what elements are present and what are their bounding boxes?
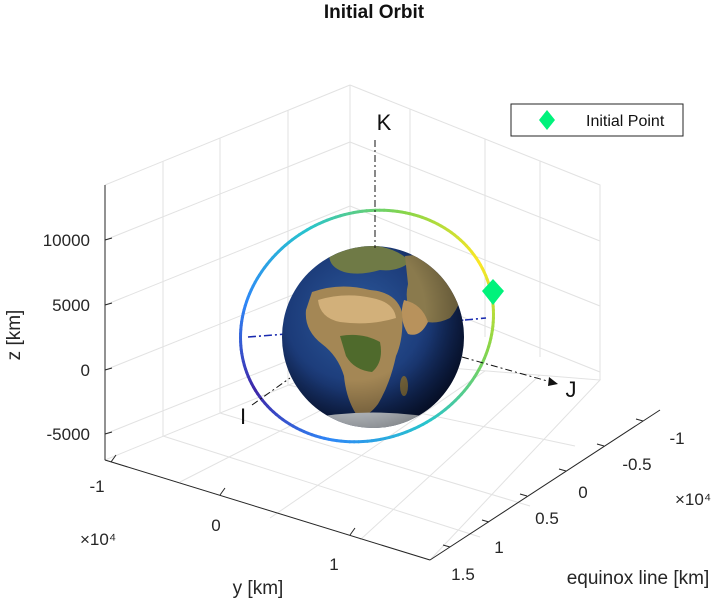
earth-globe	[282, 238, 464, 428]
y-tick-label: 1	[329, 555, 338, 574]
z-axis-label: z [km]	[4, 310, 25, 361]
i-axis-label: I	[240, 404, 246, 429]
y-tick-labels: -1 0 1	[89, 477, 338, 574]
x-tick-label: -1	[669, 429, 684, 448]
z-tick-label: 10000	[43, 231, 90, 250]
x-axis-line	[429, 409, 661, 561]
x-tick-label: -0.5	[622, 455, 651, 474]
reference-frame	[251, 140, 559, 406]
j-axis-label: J	[566, 377, 577, 402]
floor-grid	[103, 359, 602, 561]
equatorial-line-front	[464, 317, 487, 321]
back-wall-xz	[349, 84, 601, 380]
initial-point-marker	[482, 279, 504, 305]
y-multiplier: ×10⁴	[80, 530, 116, 549]
z-tick-label: 5000	[52, 296, 90, 315]
arctic-cap	[345, 238, 400, 246]
z-tick-labels: 10000 5000 0 -5000	[43, 231, 90, 444]
chart-title: Initial Orbit	[324, 2, 425, 23]
x-tick-label: 0	[578, 483, 587, 502]
legend-label-initial-point: Initial Point	[586, 113, 665, 130]
z-tick-label: -5000	[47, 425, 90, 444]
y-tick-label: -1	[89, 477, 104, 496]
j-axis-line	[461, 356, 559, 385]
y-tick-label: 0	[211, 516, 220, 535]
axis-lines	[104, 185, 661, 561]
legend: Initial Point	[510, 103, 684, 137]
grid-z-left	[104, 141, 351, 435]
y-axis-label: y [km]	[233, 578, 284, 599]
x-tick-label: 1	[494, 538, 503, 557]
legend-marker-initial-point	[539, 110, 555, 130]
y-ticks	[110, 454, 356, 536]
x-tick-labels: -1 -0.5 0 0.5 1 1.5	[451, 429, 684, 584]
z-ticks	[104, 237, 113, 435]
z-tick-label: 0	[81, 361, 90, 380]
y-axis-line	[104, 459, 431, 561]
x-ticks	[442, 418, 644, 548]
orbit-front	[239, 208, 495, 444]
x-axis-label: equinox line [km]	[567, 568, 710, 589]
x-multiplier: ×10⁴	[675, 490, 711, 509]
j-axis-arrowhead	[548, 377, 558, 386]
grid-v-left	[162, 110, 289, 436]
x-tick-label: 1.5	[451, 565, 475, 584]
x-tick-label: 0.5	[535, 509, 559, 528]
k-axis-label: K	[377, 110, 392, 135]
orbit-segment	[474, 256, 480, 264]
